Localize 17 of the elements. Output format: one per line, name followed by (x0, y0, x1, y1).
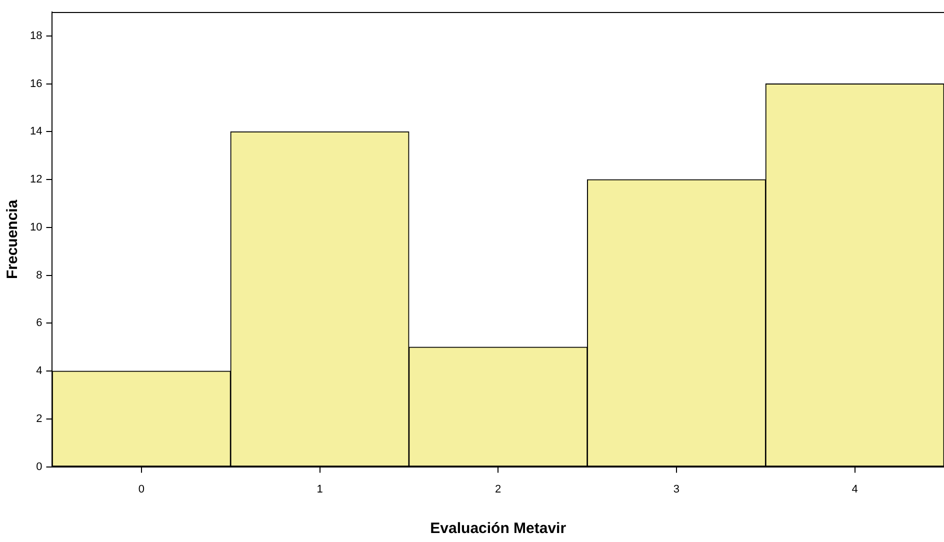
y-tick-label: 18 (30, 30, 42, 42)
x-axis-title: Evaluación Metavir (430, 520, 566, 538)
y-tick-label: 8 (36, 269, 42, 282)
y-tick-label: 14 (30, 126, 42, 138)
x-tick-label: 4 (852, 483, 858, 496)
x-tick-label: 2 (495, 483, 502, 496)
y-tick-label: 2 (36, 412, 42, 425)
y-tick-label: 6 (36, 317, 42, 330)
x-tick-label: 3 (673, 483, 680, 496)
x-tick-label: 1 (316, 483, 323, 496)
y-tick-label: 10 (30, 221, 42, 234)
y-tick-label: 0 (36, 460, 42, 473)
y-axis-title: Frecuencia (4, 199, 22, 280)
x-tick-label: 0 (138, 483, 144, 496)
y-tick-label: 16 (30, 78, 42, 90)
y-tick-label: 12 (30, 174, 42, 186)
y-tick-label: 4 (36, 365, 42, 378)
